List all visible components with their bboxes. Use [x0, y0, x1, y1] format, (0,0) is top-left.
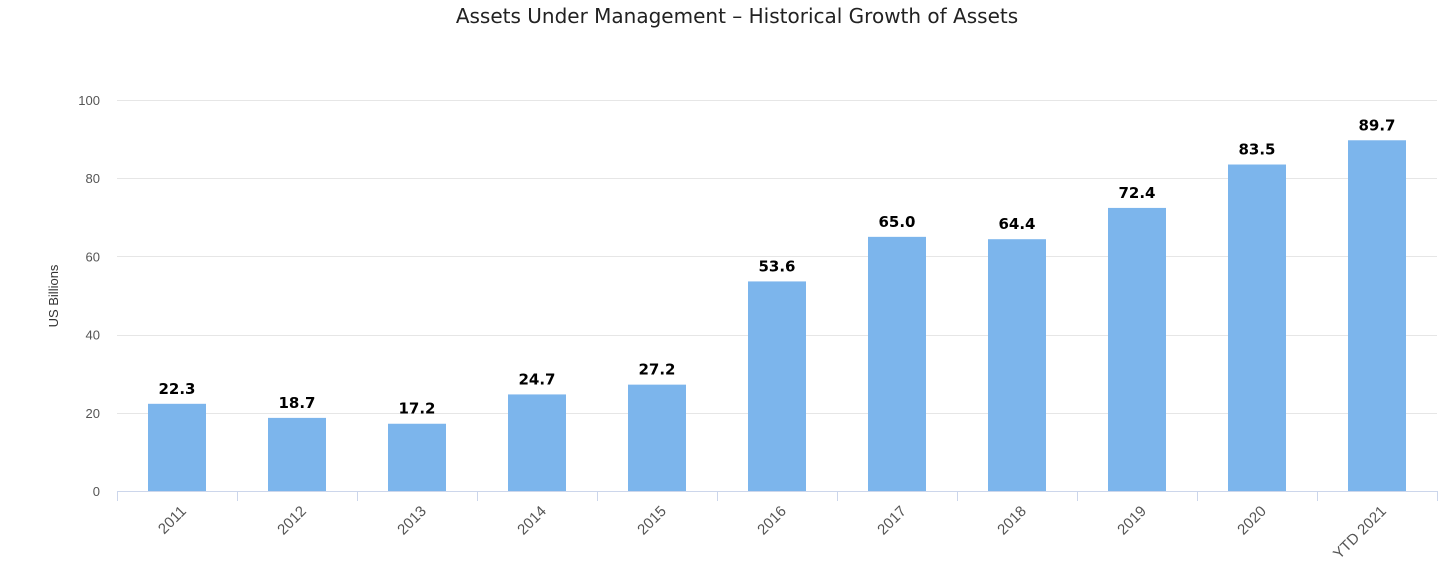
x-axis: 2011 2012 2013 2014 2015 2016 2017 2018 2019 2020… [117, 491, 1438, 563]
bar-2013[interactable] [388, 423, 446, 491]
x-tick-label: 2019 [1114, 503, 1150, 539]
y-tick-label: 80 [86, 171, 100, 186]
bar-2016[interactable] [748, 281, 806, 491]
data-label: 65.0 [878, 213, 915, 231]
data-label: 53.6 [758, 257, 795, 275]
x-tick-label: 2011 [155, 503, 190, 538]
bar-2012[interactable] [268, 417, 326, 491]
x-tick-label: 2016 [754, 503, 790, 539]
gridlines: 0 20 40 60 80 100 [78, 93, 1437, 499]
data-label: 17.2 [398, 400, 435, 418]
x-tick-label: YTD 2021 [1330, 503, 1390, 563]
bar-2018[interactable] [988, 239, 1046, 491]
x-tick-label: 2015 [634, 503, 670, 539]
bars [148, 140, 1406, 491]
bar-2015[interactable] [628, 384, 686, 491]
bar-ytd-2021[interactable] [1348, 140, 1406, 491]
chart-title: Assets Under Management – Historical Gro… [456, 4, 1018, 28]
data-label: 27.2 [638, 361, 675, 379]
y-tick-label: 60 [86, 249, 100, 264]
data-label: 83.5 [1238, 141, 1275, 159]
data-labels: 22.3 18.7 17.2 24.7 27.2 53.6 65.0 64.4 72.4 83.5… [158, 116, 1395, 417]
y-tick-label: 100 [78, 93, 100, 108]
bar-2020[interactable] [1228, 164, 1286, 491]
data-label: 64.4 [998, 215, 1035, 233]
bar-2014[interactable] [508, 394, 566, 491]
data-label: 22.3 [158, 380, 195, 398]
y-axis-label: US Billions [46, 264, 61, 327]
x-tick-label: 2014 [514, 503, 550, 539]
x-tick-label: 2017 [874, 503, 910, 539]
y-tick-label: 40 [86, 328, 100, 343]
bar-2011[interactable] [148, 403, 206, 491]
bar-2017[interactable] [868, 236, 926, 491]
data-label: 18.7 [278, 394, 315, 412]
data-label: 72.4 [1118, 184, 1155, 202]
data-label: 89.7 [1358, 116, 1395, 134]
y-tick-label: 0 [93, 484, 100, 499]
y-tick-label: 20 [86, 406, 100, 421]
x-tick-label: 2012 [274, 503, 310, 539]
bar-2019[interactable] [1108, 207, 1166, 491]
x-tick-label: 2013 [394, 503, 430, 539]
x-tick-label: 2020 [1234, 503, 1270, 539]
data-label: 24.7 [518, 370, 555, 388]
x-tick-label: 2018 [994, 503, 1030, 539]
